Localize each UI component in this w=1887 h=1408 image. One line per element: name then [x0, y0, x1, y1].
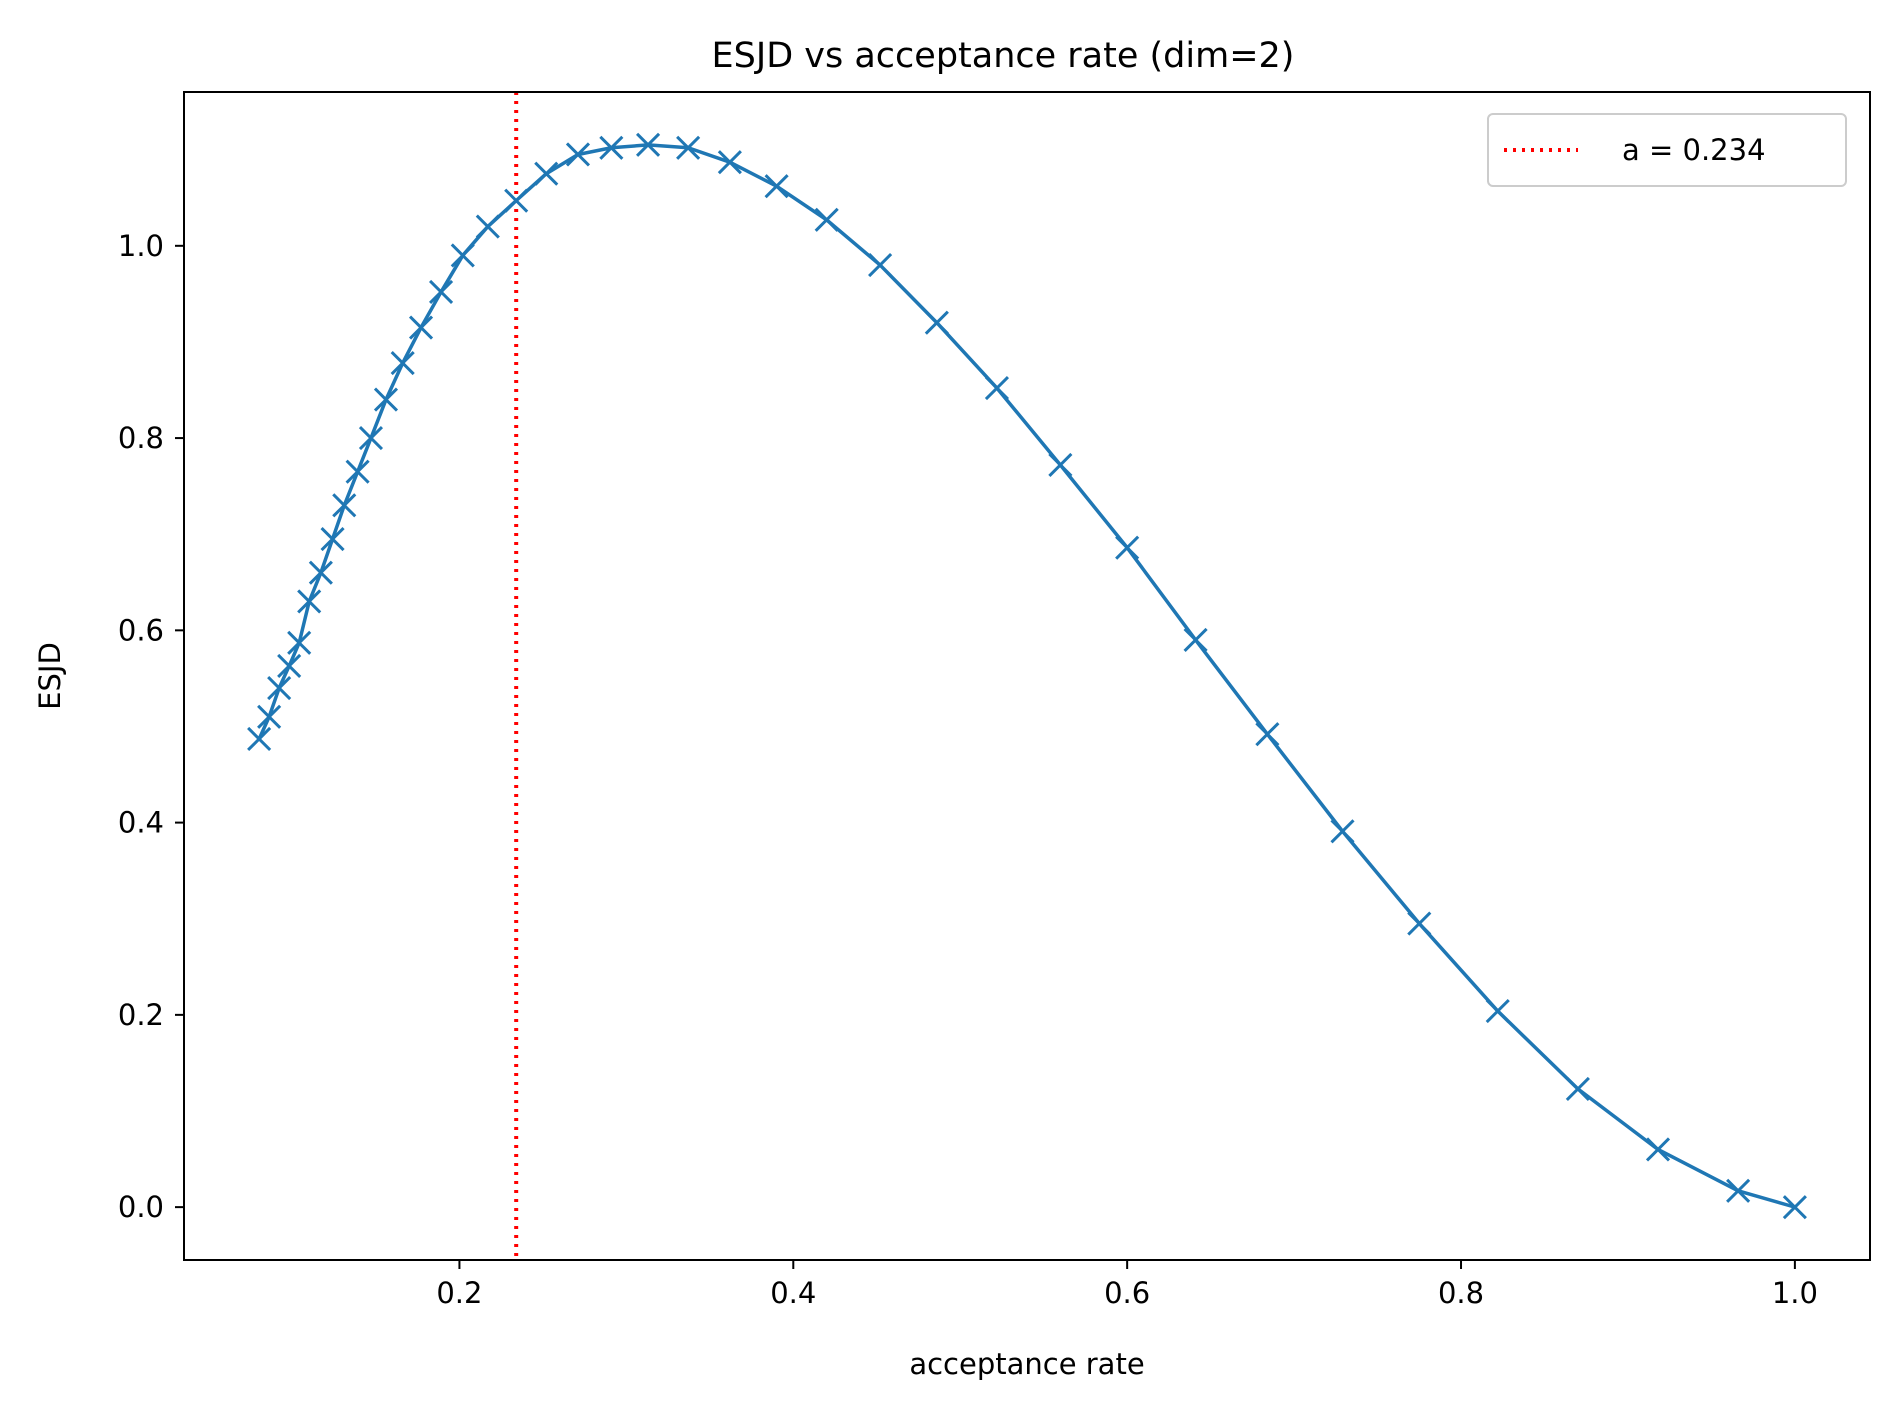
data-point [924, 310, 949, 335]
data-point [267, 675, 292, 701]
data-point [676, 135, 701, 160]
data-point [297, 589, 322, 614]
data-point [408, 315, 434, 340]
data-point [373, 387, 399, 412]
y-axis-title: ESJD [33, 642, 67, 710]
data-point [287, 630, 312, 655]
data-point [320, 526, 345, 552]
y-tick-label: 0.2 [118, 998, 164, 1032]
data-point [984, 376, 1010, 401]
plot-area [184, 92, 1870, 1260]
chart-title: ESJD vs acceptance rate (dim=2) [712, 36, 1295, 76]
data-point [1115, 535, 1140, 560]
legend-label-reference-line: a = 0.234 [1622, 133, 1766, 167]
data-point [390, 351, 415, 376]
data-point [1782, 1195, 1807, 1220]
data-point [450, 243, 475, 268]
y-tick-label: 0.8 [118, 421, 164, 455]
data-point [717, 150, 742, 175]
data-point [1048, 452, 1073, 478]
data-point [1645, 1137, 1671, 1162]
data-point [764, 174, 789, 199]
data-point [358, 426, 384, 451]
series-line [257, 143, 1796, 1209]
y-tick-label: 0.6 [118, 613, 164, 647]
data-point [475, 214, 500, 239]
series-layer [247, 132, 1807, 1220]
data-point [599, 135, 624, 160]
x-axis-title: acceptance rate [909, 1347, 1144, 1381]
data-point [1255, 722, 1280, 747]
data-point [429, 279, 454, 305]
data-point [534, 161, 559, 186]
plot-frame [183, 91, 1871, 1261]
x-tick-label: 0.6 [1104, 1276, 1150, 1310]
data-point [1565, 1076, 1590, 1101]
data-point [332, 493, 357, 518]
data-point [277, 653, 302, 678]
data-point [308, 560, 333, 585]
x-axis: 0.2 0.4 0.6 0.8 1.0 [436, 1260, 1818, 1310]
x-tick-label: 1.0 [1772, 1276, 1818, 1310]
data-point [257, 704, 282, 729]
data-point [868, 252, 893, 278]
data-point [1485, 998, 1510, 1024]
data-point [1407, 911, 1432, 936]
y-tick-label: 0.4 [118, 806, 164, 840]
data-point [565, 142, 591, 167]
data-point [1330, 819, 1355, 844]
data-point [814, 207, 839, 232]
y-axis: 0.0 0.2 0.4 0.6 0.8 1.0 [118, 229, 184, 1224]
data-point [504, 188, 529, 213]
y-tick-label: 1.0 [118, 229, 164, 263]
x-tick-label: 0.2 [436, 1276, 482, 1310]
x-tick-label: 0.8 [1438, 1276, 1484, 1310]
legend-box [1487, 113, 1847, 187]
data-point [345, 459, 370, 484]
legend: a = 0.234 [1487, 113, 1847, 187]
x-tick-label: 0.4 [770, 1276, 816, 1310]
data-point [636, 132, 661, 157]
data-point [247, 726, 272, 752]
data-point [1726, 1178, 1751, 1203]
data-point [1183, 627, 1208, 653]
y-tick-label: 0.0 [118, 1190, 164, 1224]
